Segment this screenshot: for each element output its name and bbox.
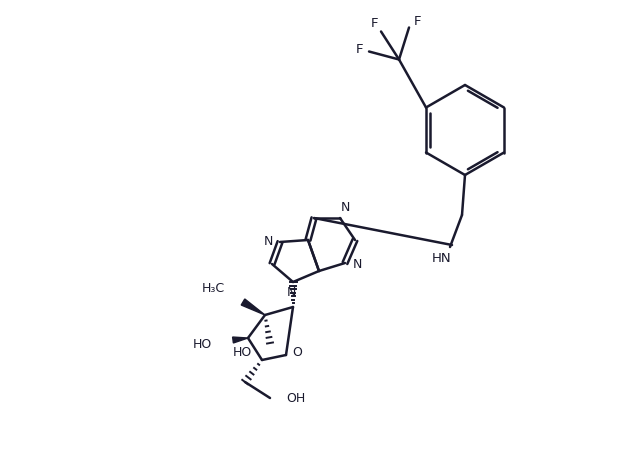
Text: N: N bbox=[263, 235, 273, 248]
Text: F: F bbox=[413, 15, 420, 28]
Polygon shape bbox=[241, 299, 265, 315]
Text: HN: HN bbox=[432, 252, 452, 266]
Text: H₃C: H₃C bbox=[202, 282, 225, 296]
Text: O: O bbox=[292, 346, 302, 360]
Text: HO: HO bbox=[233, 346, 252, 360]
Text: N: N bbox=[340, 201, 349, 213]
Text: HO: HO bbox=[193, 338, 212, 352]
Text: F: F bbox=[371, 17, 378, 30]
Text: N: N bbox=[286, 287, 296, 299]
Text: OH: OH bbox=[286, 392, 305, 405]
Text: N: N bbox=[352, 258, 362, 272]
Text: F: F bbox=[355, 43, 363, 56]
Polygon shape bbox=[232, 337, 248, 343]
